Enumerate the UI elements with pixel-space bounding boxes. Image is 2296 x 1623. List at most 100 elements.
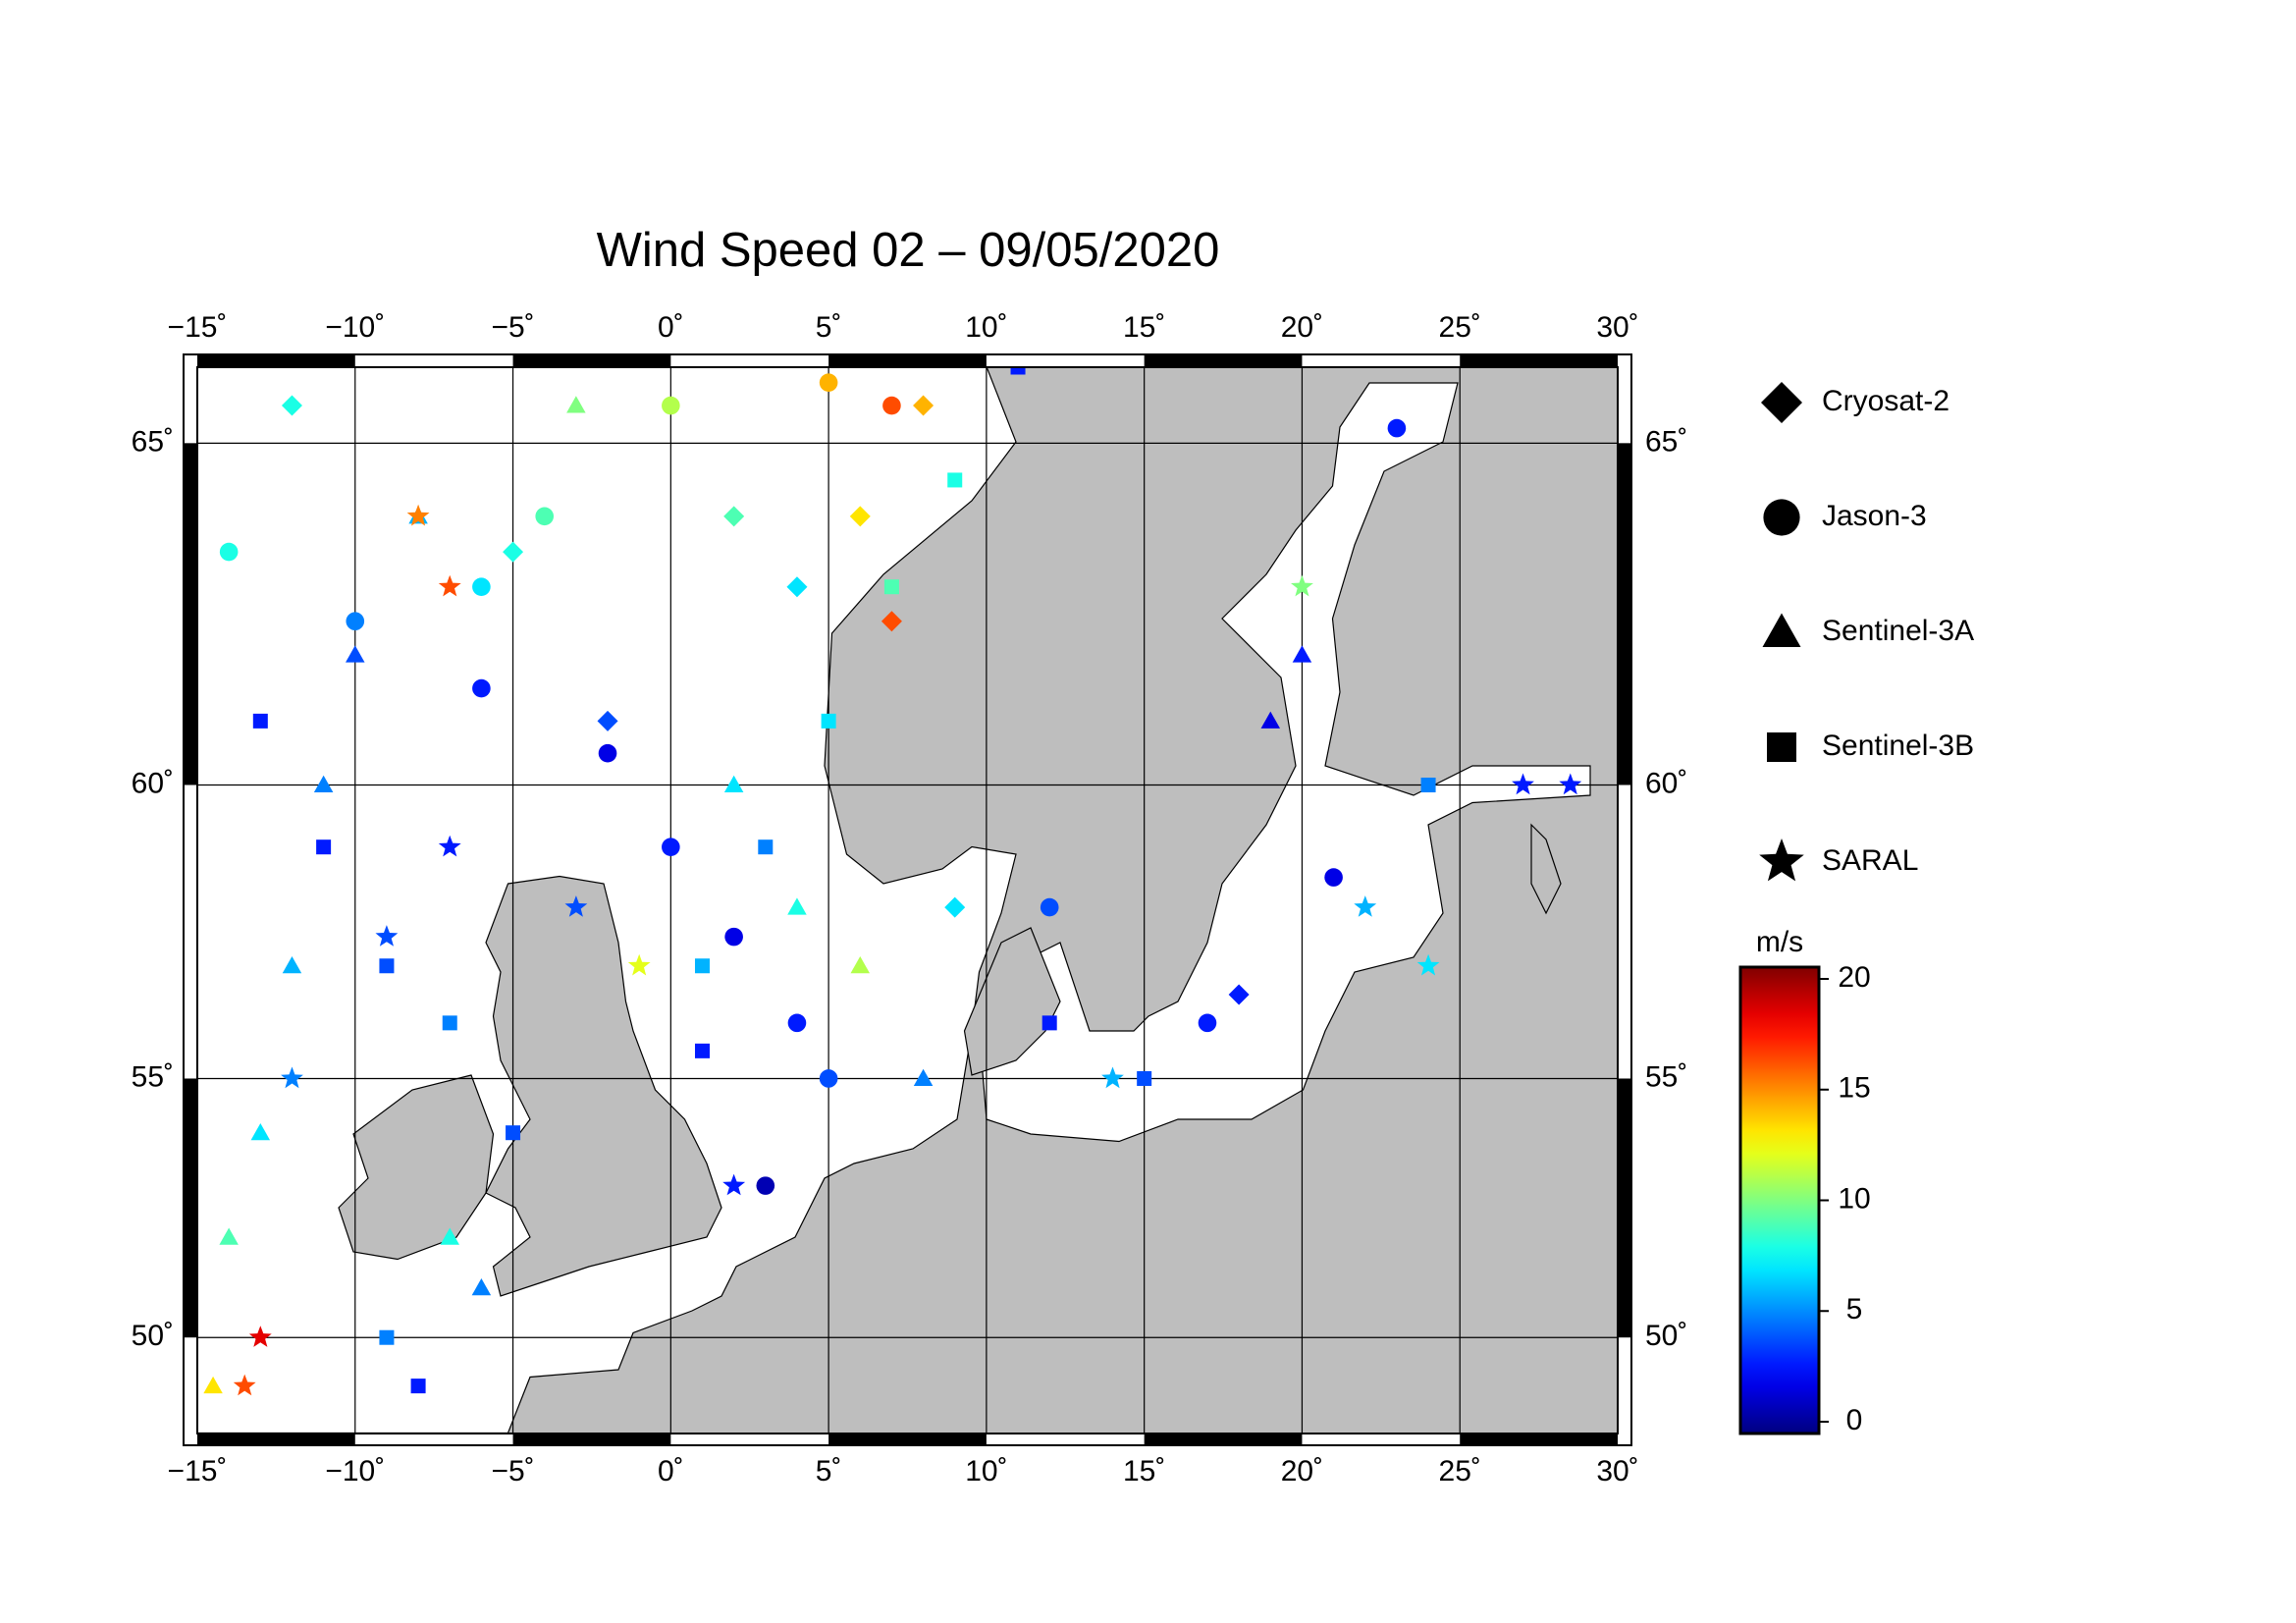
- square-marker: [1137, 1070, 1152, 1086]
- triangle-marker: [219, 1227, 239, 1245]
- x-tick-label: −10˚: [325, 1455, 385, 1488]
- circle-marker: [1763, 499, 1800, 536]
- diamond-marker: [849, 506, 871, 527]
- circle-marker: [756, 1176, 775, 1195]
- x-tick-label: 5˚: [816, 311, 842, 344]
- frame-bar: [512, 1434, 671, 1445]
- square-marker: [410, 1379, 426, 1394]
- colorbar-tick-label: 15: [1838, 1072, 1870, 1105]
- frame-bar: [184, 1078, 197, 1338]
- x-tick-label: 10˚: [965, 1455, 1007, 1488]
- star-marker: [722, 1173, 746, 1196]
- map-frame: −15˚ −15˚ −10˚ −10˚ −5˚ −5˚ 0˚ 0˚ 5˚ 5˚ 10˚ 10˚ 15˚ 1…: [132, 311, 1688, 1488]
- map-title: Wind Speed 02 – 09/05/2020: [597, 224, 1220, 277]
- square-marker: [1420, 778, 1436, 793]
- x-tick-label: −5˚: [491, 1455, 534, 1488]
- circle-marker: [882, 396, 901, 415]
- square-marker: [758, 839, 774, 855]
- x-tick-label: 30˚: [1596, 1455, 1638, 1488]
- circle-marker: [787, 1013, 807, 1033]
- diamond-marker: [913, 395, 934, 416]
- circle-marker: [819, 1069, 838, 1088]
- legend: Cryosat-2 Jason-3 Sentinel-3A Sentinel-3B SA…: [1759, 382, 1974, 882]
- x-tick-label: 20˚: [1281, 1455, 1323, 1488]
- frame-bar: [1618, 443, 1631, 785]
- legend-label: Jason-3: [1822, 500, 1927, 532]
- star-marker: [375, 925, 399, 947]
- colorbar-tick-label: 5: [1846, 1293, 1863, 1325]
- circle-marker: [1324, 868, 1343, 887]
- frame-bar: [184, 443, 197, 785]
- diamond-marker: [281, 395, 302, 416]
- frame-bar: [512, 354, 671, 367]
- triangle-marker: [913, 1068, 934, 1086]
- y-tick-label: 60˚: [1645, 767, 1687, 799]
- colorbar-tick-label: 0: [1846, 1404, 1863, 1436]
- x-tick-label: 15˚: [1123, 1455, 1165, 1488]
- star-marker: [1512, 773, 1534, 795]
- square-marker: [506, 1125, 521, 1141]
- circle-marker: [472, 678, 491, 698]
- x-tick-label: 5˚: [816, 1455, 842, 1488]
- colorbar-tick-label: 10: [1838, 1182, 1870, 1215]
- great-britain: [485, 875, 722, 1297]
- triangle-marker: [1762, 613, 1801, 647]
- triangle-marker: [282, 956, 302, 974]
- circle-marker: [472, 577, 491, 597]
- y-tick-label: 50˚: [132, 1320, 174, 1352]
- circle-marker: [598, 743, 617, 763]
- square-marker: [947, 472, 963, 488]
- gotland: [1530, 823, 1562, 915]
- y-tick-label: 50˚: [1645, 1320, 1687, 1352]
- triangle-marker: [787, 897, 807, 915]
- observations: [203, 367, 1582, 1396]
- square-marker: [442, 1015, 457, 1031]
- circle-marker: [662, 838, 680, 856]
- star-marker: [1416, 953, 1440, 976]
- triangle-marker: [203, 1376, 223, 1394]
- x-tick-label: −10˚: [325, 311, 385, 344]
- square-marker: [694, 1043, 710, 1058]
- frame-bar: [828, 354, 987, 367]
- frame-bar: [197, 1434, 355, 1445]
- diamond-marker: [786, 576, 808, 598]
- x-tick-label: 20˚: [1281, 311, 1323, 344]
- x-tick-label: 30˚: [1596, 311, 1638, 344]
- legend-label: SARAL: [1822, 844, 1918, 877]
- triangle-marker: [250, 1122, 271, 1141]
- frame-bar: [828, 1434, 987, 1445]
- x-tick-label: 0˚: [658, 311, 684, 344]
- star-marker: [438, 835, 461, 857]
- triangle-marker: [723, 775, 744, 793]
- square-marker: [316, 839, 332, 855]
- star-marker: [438, 574, 461, 597]
- triangle-marker: [1292, 645, 1312, 663]
- star-marker: [627, 953, 651, 976]
- triangle-marker: [850, 956, 871, 974]
- square-marker: [379, 1329, 395, 1345]
- triangle-marker: [566, 396, 586, 413]
- star-marker: [1759, 839, 1804, 882]
- y-tick-label: 55˚: [1645, 1060, 1687, 1093]
- star-marker: [233, 1374, 256, 1396]
- star-marker: [564, 895, 588, 917]
- star-marker: [1559, 773, 1582, 795]
- x-tick-label: 10˚: [965, 311, 1007, 344]
- star-marker: [1291, 574, 1313, 597]
- square-marker: [1767, 732, 1796, 762]
- frame-bar: [1618, 1078, 1631, 1338]
- x-tick-label: 15˚: [1123, 311, 1165, 344]
- x-tick-label: −5˚: [491, 311, 534, 344]
- circle-marker: [1040, 897, 1059, 917]
- square-marker: [252, 713, 268, 729]
- frame-bar: [197, 354, 355, 367]
- triangle-marker: [1260, 711, 1281, 729]
- baltic-sea: [978, 382, 1591, 1143]
- star-marker: [1354, 895, 1377, 917]
- legend-label: Sentinel-3B: [1822, 730, 1974, 762]
- colorbar: m/s 0 5 10 15 20: [1738, 926, 1871, 1436]
- frame-inner: [196, 366, 1619, 1434]
- square-marker: [379, 958, 395, 974]
- y-tick-label: 65˚: [132, 425, 174, 458]
- diamond-marker: [597, 710, 618, 731]
